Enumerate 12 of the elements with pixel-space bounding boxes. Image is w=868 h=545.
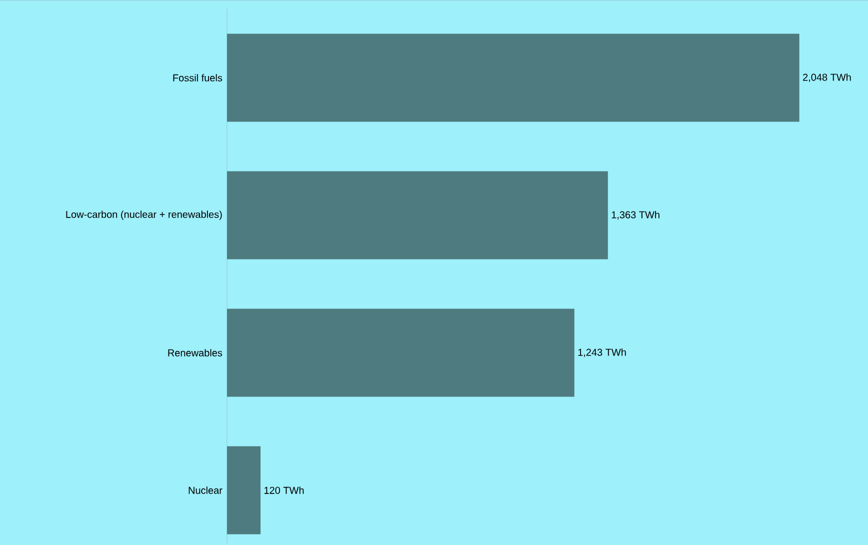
bar [227, 446, 261, 534]
data-label: 1,243 TWh [578, 348, 626, 358]
data-label: 2,048 TWh [803, 73, 851, 82]
bar [227, 171, 608, 260]
data-label: 120 TWh [264, 486, 304, 494]
y-tick-label: Nuclear [188, 486, 222, 494]
bar [227, 308, 574, 397]
y-tick-label: Fossil fuels [173, 74, 222, 82]
y-tick-label: Renewables [168, 349, 222, 356]
bar [227, 34, 800, 122]
y-tick-label: Low-carbon (nuclear + renewables) [66, 210, 222, 220]
data-label: 1,363 TWh [612, 210, 660, 220]
